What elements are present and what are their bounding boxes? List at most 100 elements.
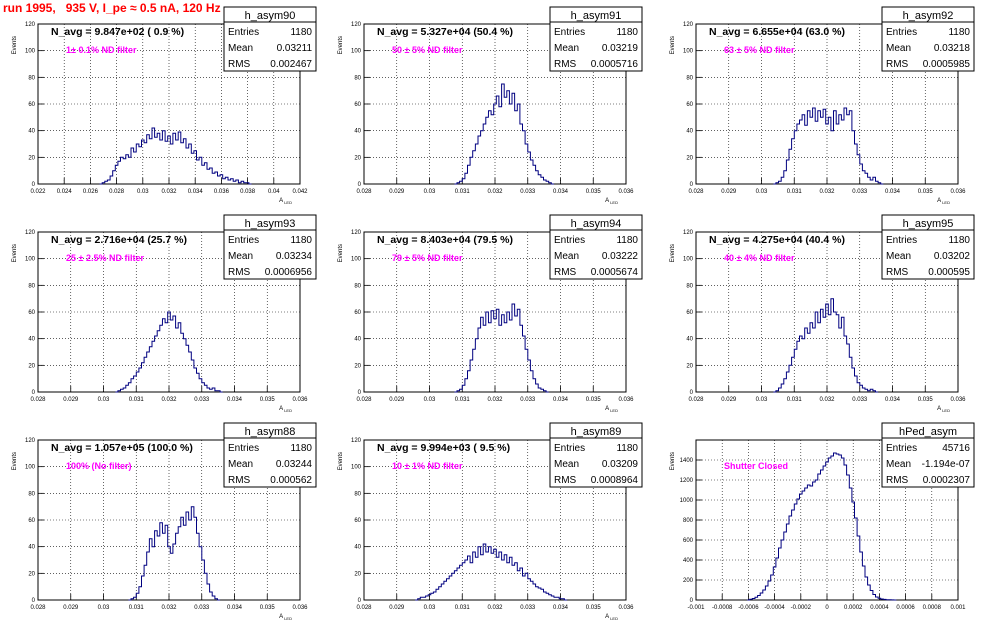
y-tick-label: 100 [683, 49, 694, 55]
stat-value: 0.0008964 [591, 475, 639, 486]
histogram-panel-hPed_asym: -0.001 -0.0008 -0.0006 -0.0004 -0.0002 0 0.000… [670, 422, 975, 611]
filter-label: 79 ± 5% ND filter [392, 253, 463, 263]
stat-value: 0.03209 [602, 459, 639, 470]
x-tick-label: 0.024 [57, 189, 73, 195]
y-tick-label: 120 [351, 22, 362, 28]
stat-value: 0.0005716 [591, 59, 639, 70]
x-tick-label: 0.0002 [844, 605, 863, 611]
filter-label: 10 ± 1% ND filter [392, 461, 463, 471]
stat-value: 0.03219 [602, 43, 639, 54]
x-tick-label: -0.0008 [712, 605, 733, 611]
stat-value: 1180 [290, 443, 312, 454]
navg-label: N_avg = 5.327e+04 (50.4 %) [377, 26, 513, 38]
y-axis-label: Events [338, 36, 344, 54]
stat-value: 1180 [948, 235, 970, 246]
y-tick-label: 0 [32, 598, 36, 604]
x-tick-label: 0.028 [688, 189, 704, 195]
x-tick-label: 0.032 [161, 605, 177, 611]
stat-value: 0.03234 [276, 251, 313, 262]
x-tick-label: 0.032 [487, 397, 503, 403]
y-tick-label: 100 [351, 49, 362, 55]
stat-label: Mean [228, 251, 253, 262]
y-tick-label: 120 [25, 438, 36, 444]
histogram-panel-h_asym93: 0.028 0.029 0.03 0.031 0.032 0.033 0.034 0.035 0… [12, 214, 317, 413]
y-tick-label: 80 [28, 491, 35, 497]
x-tick-label: 0.035 [586, 397, 602, 403]
y-tick-label: 80 [28, 283, 35, 289]
stat-value: 0.0002307 [923, 475, 971, 486]
stat-value: 0.0005985 [923, 59, 971, 70]
histogram-line [415, 543, 568, 601]
histogram-name: h_asym88 [245, 426, 296, 438]
histogram-name: hPed_asym [899, 426, 957, 438]
x-axis-label: A LED [605, 614, 618, 621]
stat-value: 1180 [948, 27, 970, 38]
y-tick-label: 20 [686, 363, 693, 369]
x-tick-label: 0.03 [424, 397, 436, 403]
y-tick-label: 80 [686, 283, 693, 289]
y-axis-label: Events [338, 452, 344, 470]
y-tick-label: 0 [32, 390, 36, 396]
x-tick-label: 0.0006 [896, 605, 915, 611]
y-tick-label: 60 [28, 102, 35, 108]
stat-label: Mean [554, 251, 579, 262]
filter-label: 40 ± 4% ND filter [724, 253, 795, 263]
stat-value: 1180 [290, 27, 312, 38]
stat-label: Mean [886, 459, 911, 470]
filter-label: Shutter Closed [724, 461, 788, 471]
histogram-name: h_asym95 [903, 218, 954, 230]
y-tick-label: 100 [25, 465, 36, 471]
stat-value: 1180 [616, 27, 638, 38]
x-tick-label: -0.0002 [791, 605, 812, 611]
x-axis-label: A LED [605, 406, 618, 413]
y-tick-label: 60 [28, 310, 35, 316]
y-tick-label: 120 [683, 22, 694, 28]
stat-label: RMS [554, 475, 577, 486]
y-tick-label: 80 [354, 75, 361, 81]
y-tick-label: 60 [686, 310, 693, 316]
y-tick-label: 40 [28, 545, 35, 551]
y-tick-label: 60 [28, 518, 35, 524]
histogram-panel-h_asym89: 0.028 0.029 0.03 0.031 0.032 0.033 0.034 0.035 0… [338, 422, 643, 621]
y-axis-label: Events [12, 452, 18, 470]
stat-label: Entries [228, 235, 259, 246]
x-tick-label: -0.0006 [738, 605, 759, 611]
histogram-line [773, 298, 879, 393]
x-tick-label: 0.028 [356, 189, 372, 195]
histogram-name: h_asym93 [245, 218, 296, 230]
stat-label: Entries [886, 235, 917, 246]
x-tick-label: 0.031 [455, 397, 471, 403]
x-tick-label: 0.033 [194, 397, 210, 403]
stat-label: RMS [228, 59, 251, 70]
x-tick-label: 0.0008 [923, 605, 942, 611]
y-tick-label: 1400 [680, 458, 694, 464]
y-tick-label: 800 [683, 518, 694, 524]
y-axis-label: Events [670, 244, 676, 262]
x-tick-label: 0.029 [721, 397, 737, 403]
x-tick-label: 0.03 [98, 605, 110, 611]
histogram-line [747, 452, 897, 601]
filter-label: 50 ± 5% ND filter [392, 45, 463, 55]
x-tick-label: 0.029 [389, 189, 405, 195]
y-tick-label: 40 [28, 129, 35, 135]
y-axis-label: Events [12, 244, 18, 262]
y-tick-label: 120 [25, 22, 36, 28]
y-axis-label: Events [338, 244, 344, 262]
navg-label: N_avg = 1.057e+05 (100.0 %) [51, 442, 193, 454]
x-tick-label: 0.042 [292, 189, 308, 195]
x-tick-label: 0.028 [30, 605, 46, 611]
stat-label: Mean [554, 459, 579, 470]
stat-value: 0.03218 [934, 43, 971, 54]
stat-value: 0.03202 [934, 251, 971, 262]
x-axis-label: A LED [937, 406, 950, 413]
y-tick-label: 100 [25, 257, 36, 263]
x-tick-label: 0.031 [787, 397, 803, 403]
y-tick-label: 20 [354, 363, 361, 369]
stat-label: Mean [554, 43, 579, 54]
x-tick-label: 0.028 [30, 397, 46, 403]
stat-value: 0.03211 [277, 43, 313, 54]
x-tick-label: 0.022 [30, 189, 46, 195]
stat-label: Entries [554, 235, 585, 246]
stat-label: RMS [886, 475, 909, 486]
x-tick-label: 0.028 [688, 397, 704, 403]
